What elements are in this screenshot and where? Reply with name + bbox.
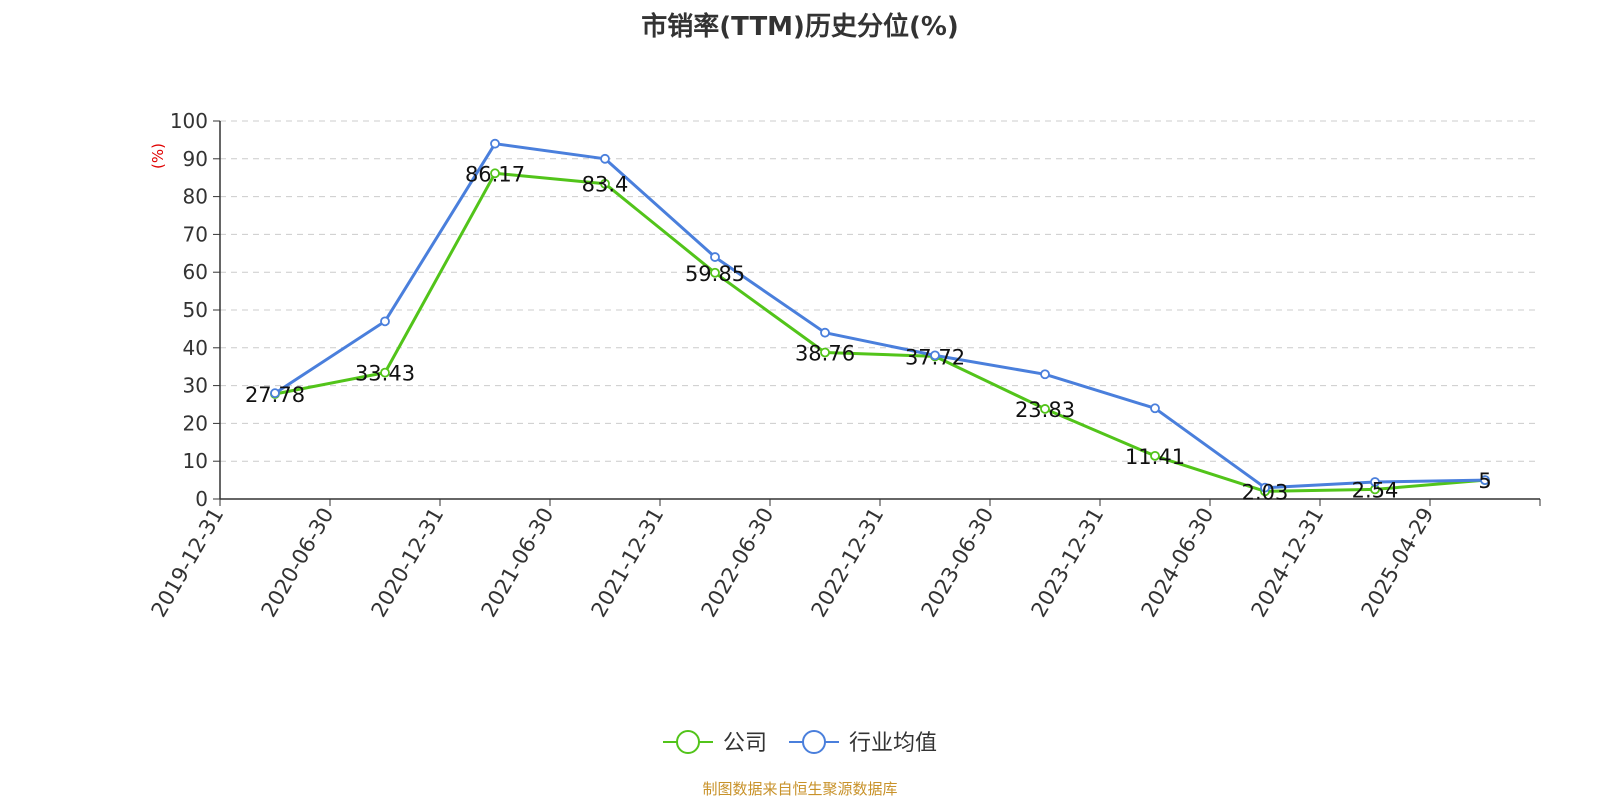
data-point[interactable] bbox=[1040, 404, 1050, 414]
x-tick-label: 2019-12-31 bbox=[147, 504, 229, 622]
data-label: 38.76 bbox=[795, 341, 855, 365]
data-point[interactable] bbox=[270, 388, 280, 399]
x-tick-label: 2020-06-30 bbox=[257, 504, 339, 622]
y-tick-label: 10 bbox=[183, 449, 208, 473]
legend-marker-icon bbox=[802, 730, 826, 754]
x-tick-label: 2025-04-29 bbox=[1357, 504, 1439, 622]
data-point[interactable] bbox=[1480, 475, 1490, 486]
data-label: 37.72 bbox=[905, 345, 965, 369]
data-point[interactable] bbox=[820, 347, 830, 358]
series-line-0 bbox=[274, 171, 1486, 493]
data-label: 23.83 bbox=[1015, 398, 1075, 422]
y-tick-label: 0 bbox=[195, 487, 208, 511]
data-label: 33.43 bbox=[355, 362, 415, 386]
legend[interactable]: 公司 行业均值 bbox=[663, 730, 937, 756]
data-label: 2.54 bbox=[1352, 478, 1399, 502]
data-label: 2.03 bbox=[1242, 480, 1289, 504]
data-point[interactable] bbox=[380, 367, 390, 378]
x-tick-label: 2021-12-31 bbox=[587, 504, 669, 622]
y-tick-label: 50 bbox=[183, 298, 208, 322]
legend-marker-icon bbox=[676, 730, 700, 754]
legend-label: 行业均值 bbox=[849, 731, 937, 756]
x-tick-label: 2022-06-30 bbox=[697, 504, 779, 622]
grid-lines bbox=[220, 120, 1540, 462]
legend-item-0[interactable]: 公司 bbox=[663, 730, 767, 756]
data-point[interactable] bbox=[930, 350, 940, 361]
x-tick-label: 2023-12-31 bbox=[1027, 504, 1109, 622]
data-point[interactable] bbox=[380, 316, 390, 327]
x-tick-label: 2022-12-31 bbox=[807, 504, 889, 622]
legend-label: 公司 bbox=[723, 731, 767, 756]
y-tick-label: 20 bbox=[183, 411, 208, 435]
y-tick-label: 80 bbox=[183, 185, 208, 209]
data-point[interactable] bbox=[600, 178, 610, 189]
data-point[interactable] bbox=[1150, 450, 1160, 461]
series-line-1 bbox=[274, 142, 1486, 490]
data-point[interactable] bbox=[710, 267, 720, 278]
y-tick-label: 30 bbox=[183, 374, 208, 398]
x-tick-label: 2023-06-30 bbox=[917, 504, 999, 622]
data-point[interactable] bbox=[820, 327, 830, 338]
x-tick-label: 2020-12-31 bbox=[367, 504, 449, 622]
y-tick-label: 40 bbox=[183, 336, 208, 360]
source-note: 制图数据来自恒生聚源数据库 bbox=[702, 780, 898, 798]
y-tick-label: 100 bbox=[170, 109, 208, 133]
data-label: 27.78 bbox=[245, 383, 305, 407]
data-labels: 27.78 33.43 86.17 83.4 59.85 38.76 37.72 23.83 1… bbox=[245, 162, 1492, 504]
data-point[interactable] bbox=[490, 168, 500, 179]
data-label: 59.85 bbox=[685, 262, 745, 286]
y-axis-label: (%) bbox=[149, 143, 167, 169]
data-point[interactable] bbox=[1260, 482, 1270, 493]
data-label: 11.41 bbox=[1125, 445, 1185, 469]
y-tick-label: 90 bbox=[183, 147, 208, 171]
x-tick-label: 2024-06-30 bbox=[1137, 504, 1219, 622]
data-point[interactable] bbox=[600, 153, 610, 164]
legend-item-1[interactable]: 行业均值 bbox=[789, 730, 937, 756]
data-label: 5 bbox=[1478, 469, 1491, 493]
data-label: 83.4 bbox=[582, 173, 629, 197]
data-label: 86.17 bbox=[465, 162, 525, 186]
data-point[interactable] bbox=[1370, 477, 1380, 487]
data-point[interactable] bbox=[710, 252, 720, 262]
y-tick-label: 60 bbox=[183, 260, 208, 284]
data-point[interactable] bbox=[1150, 403, 1160, 414]
data-point[interactable] bbox=[490, 138, 500, 149]
y-tick-label: 70 bbox=[183, 222, 208, 246]
data-point[interactable] bbox=[1040, 369, 1050, 380]
x-tick-label: 2024-12-31 bbox=[1247, 504, 1329, 622]
series-lines bbox=[270, 138, 1490, 497]
chart-title: 市销率(TTM)历史分位(%) bbox=[641, 12, 959, 42]
x-tick-label: 2021-06-30 bbox=[477, 504, 559, 622]
